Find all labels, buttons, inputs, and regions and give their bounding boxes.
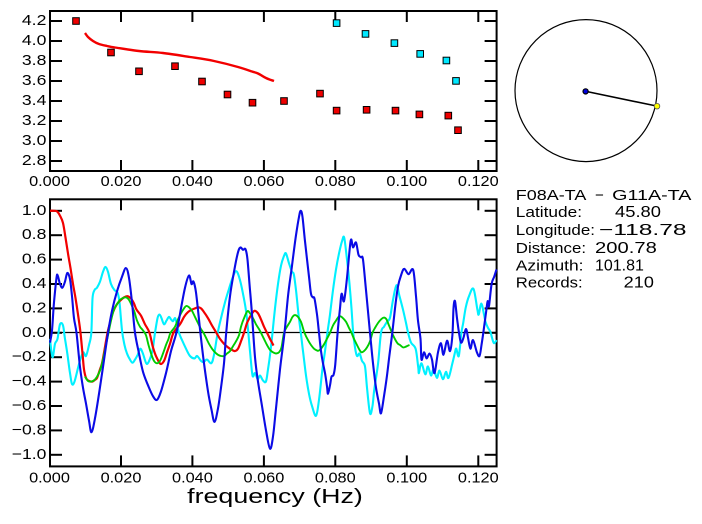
svg-text:Distance:: Distance:: [516, 240, 586, 257]
svg-text:0.080: 0.080: [315, 470, 356, 487]
svg-text:3.8: 3.8: [22, 52, 47, 69]
svg-text:0.2: 0.2: [22, 299, 47, 316]
svg-text:0.0: 0.0: [22, 324, 47, 341]
svg-text:3.4: 3.4: [22, 92, 47, 109]
svg-text:0.020: 0.020: [101, 470, 142, 487]
svg-text:210: 210: [624, 275, 654, 292]
svg-text:−1.0: −1.0: [12, 446, 47, 463]
svg-text:−0.4: −0.4: [12, 373, 47, 390]
svg-text:0.080: 0.080: [315, 173, 356, 190]
svg-text:0.120: 0.120: [458, 173, 499, 190]
svg-text:0.120: 0.120: [458, 470, 499, 487]
svg-text:0.100: 0.100: [386, 173, 427, 190]
svg-text:1.0: 1.0: [22, 202, 47, 219]
svg-text:−0.6: −0.6: [12, 397, 47, 414]
svg-text:0.4: 0.4: [22, 275, 47, 292]
svg-text:0.060: 0.060: [244, 173, 285, 190]
svg-text:Latitude:: Latitude:: [516, 204, 582, 221]
svg-text:F08A-TA: F08A-TA: [516, 187, 587, 204]
svg-text:45.80: 45.80: [615, 204, 661, 221]
svg-text:G11A-TA: G11A-TA: [612, 187, 691, 204]
svg-text:101.81: 101.81: [595, 257, 644, 274]
svg-text:−0.2: −0.2: [12, 348, 47, 365]
svg-text:3.2: 3.2: [22, 112, 47, 129]
svg-text:frequency (Hz): frequency (Hz): [187, 485, 363, 508]
svg-text:−0.8: −0.8: [12, 421, 47, 438]
svg-text:4.0: 4.0: [22, 32, 47, 49]
svg-text:Records:: Records:: [516, 275, 583, 292]
svg-text:0.000: 0.000: [29, 173, 70, 190]
svg-text:0.8: 0.8: [22, 226, 47, 243]
svg-text:0.000: 0.000: [29, 470, 70, 487]
svg-text:0.100: 0.100: [386, 470, 427, 487]
svg-text:3.0: 3.0: [22, 132, 47, 149]
svg-text:0.060: 0.060: [244, 470, 285, 487]
svg-text:2.8: 2.8: [22, 152, 47, 169]
svg-text:−118.78: −118.78: [599, 222, 687, 239]
svg-text:3.6: 3.6: [22, 72, 47, 89]
svg-text:Azimuth:: Azimuth:: [516, 257, 584, 274]
svg-text:0.020: 0.020: [101, 173, 142, 190]
svg-text:Longitude:: Longitude:: [516, 222, 595, 239]
svg-text:4.2: 4.2: [22, 12, 47, 29]
svg-text:0.040: 0.040: [172, 470, 213, 487]
svg-text:−: −: [595, 187, 604, 204]
svg-text:200.78: 200.78: [595, 240, 657, 257]
svg-text:0.6: 0.6: [22, 251, 47, 268]
svg-text:0.040: 0.040: [172, 173, 213, 190]
